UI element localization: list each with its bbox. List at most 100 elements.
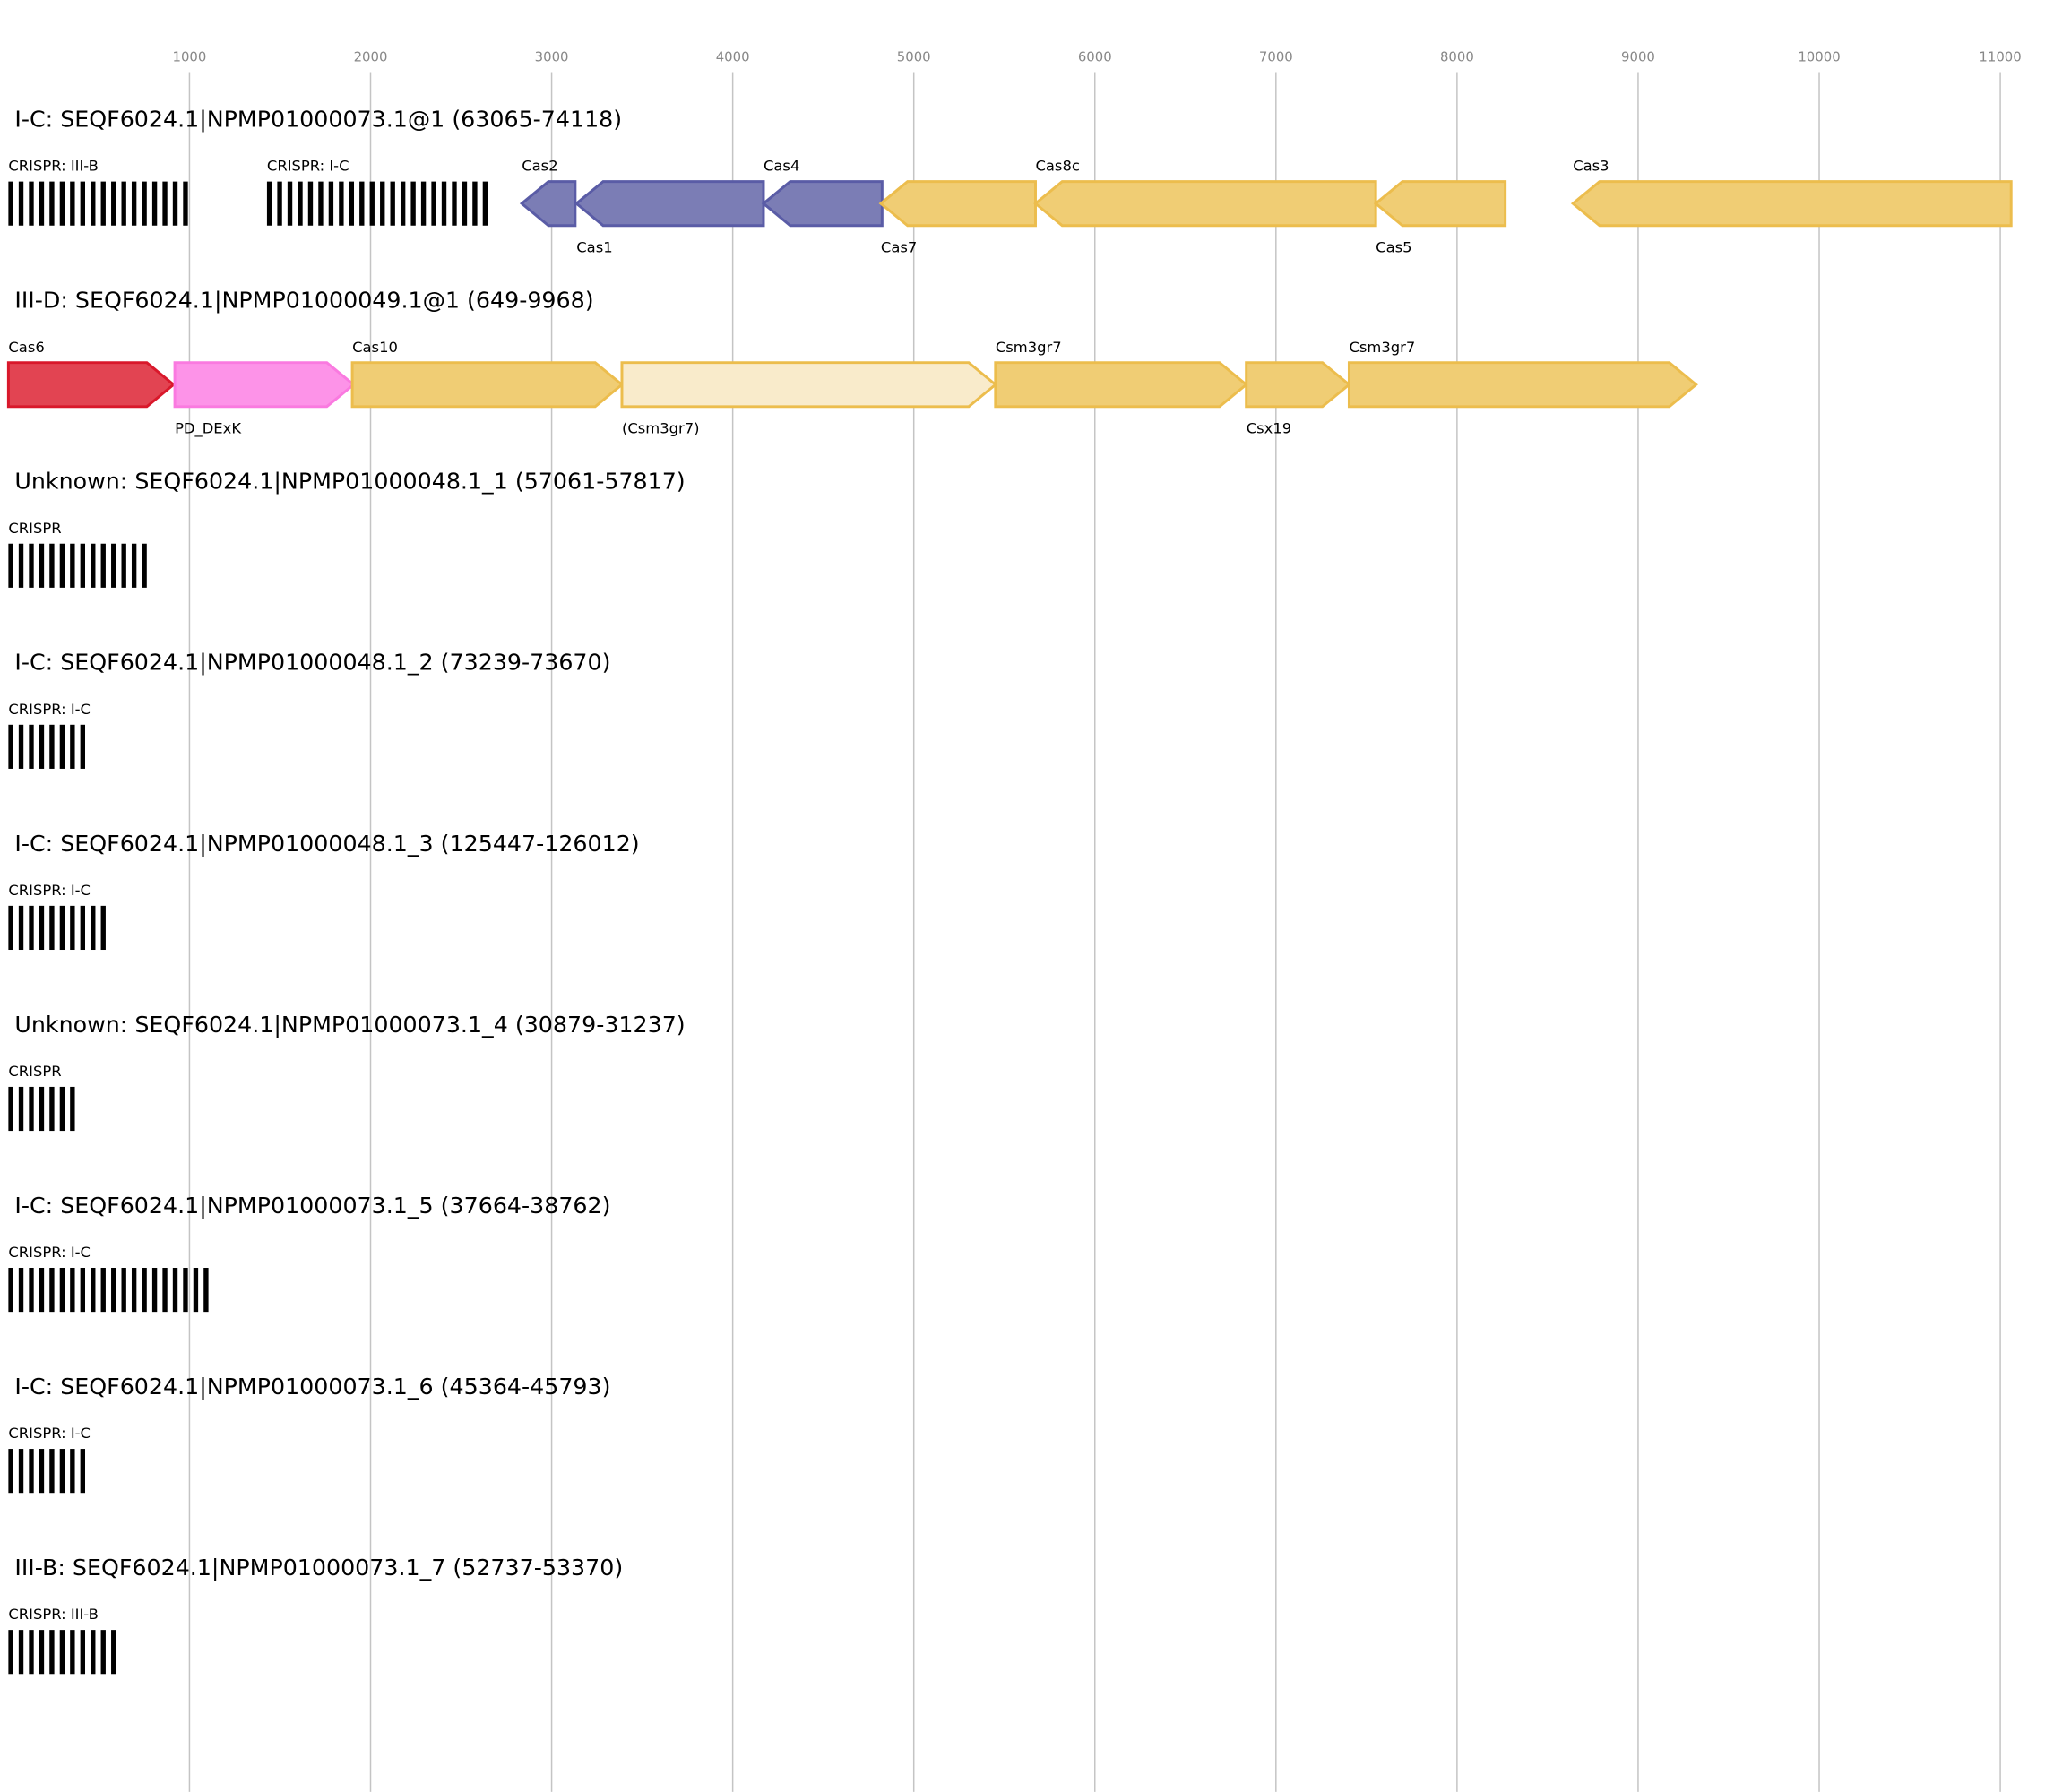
gene-arrow: [994, 361, 1249, 409]
crispr-repeat: [482, 181, 488, 226]
locus-row: I-C: SEQF6024.1|NPMP01000073.1@1 (63065-…: [8, 107, 2013, 256]
gene-cas7[interactable]: Cas7: [878, 180, 1037, 256]
crispr-repeat: [59, 905, 65, 951]
crispr-repeat: [183, 181, 188, 226]
crispr-repeat: [80, 1449, 86, 1494]
feature-label: Cas7: [881, 239, 917, 256]
locus-title: Unknown: SEQF6024.1|NPMP01000073.1_4 (30…: [14, 1012, 685, 1038]
gene-csm3gr7[interactable]: Csm3gr7: [1347, 339, 1698, 409]
gene-cas10[interactable]: Cas10: [350, 339, 625, 409]
locus-row: Unknown: SEQF6024.1|NPMP01000073.1_4 (30…: [8, 1012, 686, 1132]
locus-title: Unknown: SEQF6024.1|NPMP01000048.1_1 (57…: [14, 469, 685, 495]
crispr-repeat: [111, 543, 116, 588]
axis-tick-label: 8000: [1440, 49, 1474, 65]
gene-cas3[interactable]: Cas3: [1570, 158, 2013, 228]
crispr-repeat: [91, 1267, 96, 1313]
feature-label: CRISPR: [8, 1063, 61, 1080]
crispr-repeat: [100, 1630, 106, 1675]
crispr-repeat: [80, 543, 86, 588]
crispr-array[interactable]: CRISPR: [8, 520, 147, 588]
gene-arrow: [1347, 361, 1698, 409]
crispr-repeat: [18, 905, 24, 951]
feature-label: Cas1: [576, 239, 612, 256]
crispr-repeat: [18, 724, 24, 769]
axis-grid: 1000 2000 3000 4000 5000 6000 7000 8000 9000 1000…: [173, 49, 2022, 1792]
crispr-repeat: [172, 1267, 178, 1313]
crispr-repeat: [29, 1630, 34, 1675]
crispr-repeat: [100, 905, 106, 951]
crispr-repeat: [80, 1267, 86, 1313]
crispr-repeat: [80, 905, 86, 951]
crispr-array[interactable]: CRISPR: I-C: [8, 1244, 209, 1313]
gene-pd_dexk[interactable]: PD_DExK: [173, 361, 356, 438]
gene-cas4[interactable]: Cas4: [761, 158, 884, 228]
crispr-repeat: [162, 181, 168, 226]
crispr-repeat: [287, 181, 293, 226]
gene-cas8c[interactable]: Cas8c: [1033, 158, 1377, 228]
crispr-array[interactable]: CRISPR: [8, 1063, 75, 1132]
crispr-repeat: [80, 1630, 86, 1675]
gene-csm3gr7[interactable]: (Csm3gr7): [620, 361, 998, 437]
crispr-repeat: [91, 181, 96, 226]
gene-arrow: [574, 180, 765, 228]
crispr-repeat: [49, 1086, 55, 1132]
crispr-array[interactable]: CRISPR: I-C: [266, 158, 488, 226]
gene-arrow: [6, 361, 177, 409]
gene-csm3gr7[interactable]: Csm3gr7: [994, 339, 1249, 409]
crispr-repeat: [29, 905, 34, 951]
locus-row: Unknown: SEQF6024.1|NPMP01000048.1_1 (57…: [8, 469, 686, 588]
crispr-repeat: [349, 181, 355, 226]
crispr-array[interactable]: CRISPR: III-B: [8, 158, 188, 226]
crispr-repeat: [151, 181, 158, 226]
feature-label: CRISPR: I-C: [8, 1244, 91, 1261]
crispr-repeat: [70, 724, 75, 769]
crispr-repeat: [70, 543, 75, 588]
feature-label: CRISPR: I-C: [267, 158, 349, 175]
crispr-repeat: [59, 1449, 65, 1494]
locus-title: I-C: SEQF6024.1|NPMP01000073.1@1 (63065-…: [14, 107, 622, 133]
axis-tick-label: 7000: [1259, 49, 1293, 65]
locus-row: III-B: SEQF6024.1|NPMP01000073.1_7 (5273…: [8, 1555, 623, 1675]
axis-tick-label: 2000: [354, 49, 388, 65]
crispr-repeat: [203, 1267, 209, 1313]
crispr-repeat: [380, 181, 385, 226]
axis-tick-label: 3000: [535, 49, 569, 65]
crispr-repeat: [18, 181, 24, 226]
gene-cas5[interactable]: Cas5: [1373, 180, 1507, 256]
crispr-repeat: [277, 181, 282, 226]
locus-title: I-C: SEQF6024.1|NPMP01000073.1_6 (45364-…: [14, 1374, 610, 1400]
crispr-repeat: [59, 1267, 65, 1313]
crispr-repeat: [49, 543, 55, 588]
gene-arrow: [1373, 180, 1507, 228]
gene-cas1[interactable]: Cas1: [574, 180, 765, 256]
crispr-repeat: [49, 905, 55, 951]
gene-arrow: [519, 180, 577, 228]
crispr-repeat: [59, 1630, 65, 1675]
crispr-repeat: [39, 1267, 45, 1313]
crispr-repeat: [8, 543, 13, 588]
gene-cas6[interactable]: Cas6: [6, 339, 177, 409]
feature-label: Cas2: [522, 158, 557, 175]
crispr-repeat: [121, 543, 126, 588]
crispr-repeat: [183, 1267, 188, 1313]
feature-label: CRISPR: III-B: [8, 1606, 98, 1623]
crispr-repeat: [369, 181, 375, 226]
feature-label: Csx19: [1247, 420, 1291, 437]
crispr-repeat: [39, 905, 45, 951]
crispr-repeat: [462, 181, 468, 226]
crispr-repeat: [80, 181, 86, 226]
crispr-array[interactable]: CRISPR: I-C: [8, 882, 106, 951]
crispr-repeat: [8, 724, 13, 769]
axis-tick-label: 4000: [716, 49, 750, 65]
gene-arrow: [878, 180, 1037, 228]
crispr-repeat: [307, 181, 314, 226]
crispr-repeat: [29, 724, 34, 769]
crispr-array[interactable]: CRISPR: I-C: [8, 701, 91, 769]
crispr-repeat: [39, 181, 45, 226]
crispr-repeat: [18, 1630, 24, 1675]
gene-csx19[interactable]: Csx19: [1245, 361, 1351, 437]
gene-cas2[interactable]: Cas2: [519, 158, 577, 228]
crispr-array[interactable]: CRISPR: III-B: [8, 1606, 116, 1675]
crispr-array[interactable]: CRISPR: I-C: [8, 1425, 91, 1494]
crispr-repeat: [8, 1086, 13, 1132]
